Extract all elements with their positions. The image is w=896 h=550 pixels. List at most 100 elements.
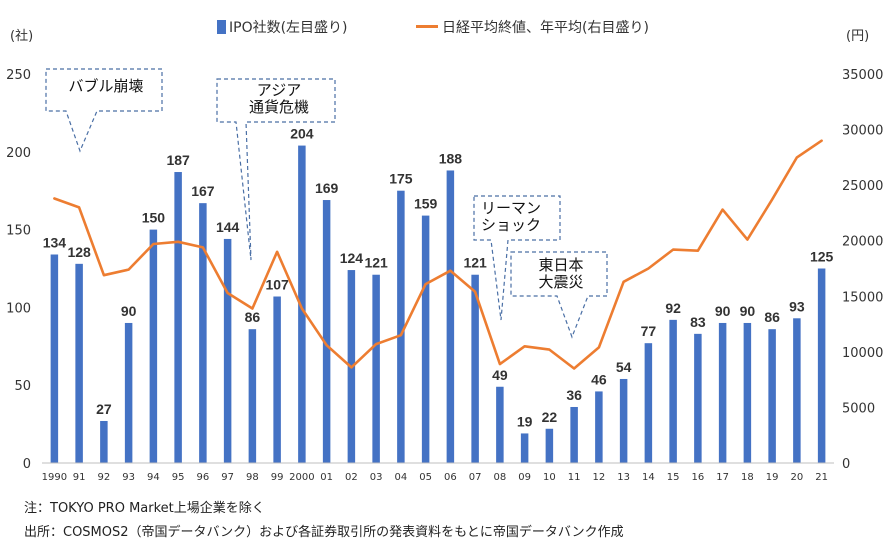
bar-value-label: 46 — [591, 371, 607, 387]
x-tick-label: 98 — [246, 472, 259, 483]
bar — [223, 238, 232, 463]
left-tick-label: 100 — [6, 301, 31, 316]
callout-box — [45, 68, 163, 153]
bar — [545, 428, 554, 463]
x-tick-label: 06 — [444, 472, 457, 483]
callout-box — [473, 195, 561, 321]
bar — [50, 254, 59, 463]
bar-value-label: 121 — [364, 255, 388, 271]
bar-value-label: 86 — [245, 309, 261, 325]
x-tick-label: 16 — [692, 472, 705, 483]
x-tick-label: 93 — [122, 472, 135, 483]
bar-value-label: 124 — [340, 250, 364, 266]
x-tick-label: 08 — [494, 472, 507, 483]
x-tick-label: 05 — [419, 472, 432, 483]
x-tick-label: 15 — [667, 472, 680, 483]
bar — [149, 229, 158, 463]
bar — [124, 322, 133, 463]
left-axis-unit: (社) — [10, 29, 34, 44]
bar-value-label: 144 — [216, 219, 240, 235]
x-tick-label: 09 — [518, 472, 531, 483]
bar-value-label: 49 — [492, 367, 508, 383]
bar — [421, 215, 430, 463]
x-tick-label: 1990 — [42, 472, 67, 483]
x-tick-label: 92 — [98, 472, 111, 483]
bar-value-label: 167 — [191, 183, 215, 199]
bar — [372, 274, 380, 463]
bar-value-label: 36 — [566, 387, 582, 403]
bar — [694, 333, 702, 463]
bar-value-label: 175 — [389, 171, 413, 187]
bar — [174, 172, 182, 463]
bar-value-label: 188 — [439, 150, 463, 166]
bar — [718, 322, 727, 463]
source-text: 出所：COSMOS2（帝国データバンク）および各証券取引所の発表資料をもとに帝国… — [24, 525, 624, 540]
legend-label-nikkei: 日経平均終値、年平均(右目盛り) — [442, 20, 649, 36]
bar-value-label: 128 — [67, 244, 91, 260]
legend-label-ipo: IPO社数(左目盛り) — [229, 20, 348, 36]
x-tick-label: 17 — [716, 472, 729, 483]
x-tick-label: 20 — [791, 472, 804, 483]
bar — [100, 420, 108, 463]
bar — [199, 203, 207, 463]
bar — [669, 319, 677, 463]
legend-item-ipo: IPO社数(左目盛り) — [217, 17, 348, 37]
x-tick-label: 94 — [147, 472, 160, 483]
x-tick-label: 12 — [593, 472, 606, 483]
bar-value-label: 92 — [665, 300, 681, 316]
bar-value-label: 27 — [96, 401, 112, 417]
left-tick-label: 150 — [6, 224, 31, 239]
bar-series-ipo — [50, 145, 826, 464]
x-tick-label: 11 — [568, 472, 581, 483]
bar — [248, 329, 257, 463]
bar — [768, 329, 776, 463]
x-tick-label: 18 — [741, 472, 754, 483]
bar-value-label: 93 — [789, 298, 805, 314]
x-tick-label: 14 — [642, 472, 655, 483]
x-tick-label: 21 — [815, 472, 828, 483]
bar-value-label: 107 — [265, 277, 289, 293]
line-series-nikkei — [53, 139, 823, 370]
annotation-label: バブル崩壊 — [68, 77, 144, 95]
bar — [644, 343, 653, 463]
bar — [75, 263, 83, 463]
right-tick-label: 5000 — [842, 401, 875, 416]
bar-value-label: 90 — [715, 303, 731, 319]
right-axis-unit: (円) — [846, 29, 870, 44]
bar-value-label: 54 — [616, 359, 632, 375]
left-tick-label: 50 — [14, 379, 31, 394]
x-tick-label: 07 — [469, 472, 482, 483]
x-tick-label: 03 — [370, 472, 383, 483]
bar-value-label: 83 — [690, 314, 706, 330]
right-tick-label: 20000 — [842, 235, 883, 250]
legend-item-nikkei: 日経平均終値、年平均(右目盛り) — [416, 17, 649, 37]
bar-value-label: 204 — [290, 126, 314, 142]
bar-value-label: 19 — [517, 413, 533, 429]
bar — [471, 274, 479, 463]
bar-value-label: 90 — [740, 303, 756, 319]
annotation-label: 東日本 大震災 — [538, 256, 584, 291]
bar — [273, 296, 281, 463]
left-tick-label: 250 — [6, 68, 31, 83]
bar — [446, 170, 455, 464]
nikkei-line — [53, 139, 823, 370]
annotation-label: アジア 通貨危機 — [248, 81, 309, 116]
bar-value-label: 86 — [764, 309, 780, 325]
left-tick-label: 0 — [23, 457, 31, 472]
bar — [619, 378, 628, 463]
legend-swatch-ipo — [217, 20, 226, 34]
bar — [298, 145, 306, 464]
x-tick-label: 2000 — [289, 472, 314, 483]
bar-value-label: 77 — [641, 323, 657, 339]
bar — [322, 200, 331, 463]
right-tick-label: 25000 — [842, 179, 883, 194]
x-tick-label: 96 — [197, 472, 210, 483]
callout-box — [510, 251, 608, 339]
annotation-label: リーマン ショック — [480, 199, 541, 234]
bar — [397, 190, 405, 463]
x-tick-label: 19 — [766, 472, 779, 483]
bar — [570, 406, 578, 463]
callout-box — [216, 78, 336, 261]
right-tick-label: 15000 — [842, 290, 883, 305]
